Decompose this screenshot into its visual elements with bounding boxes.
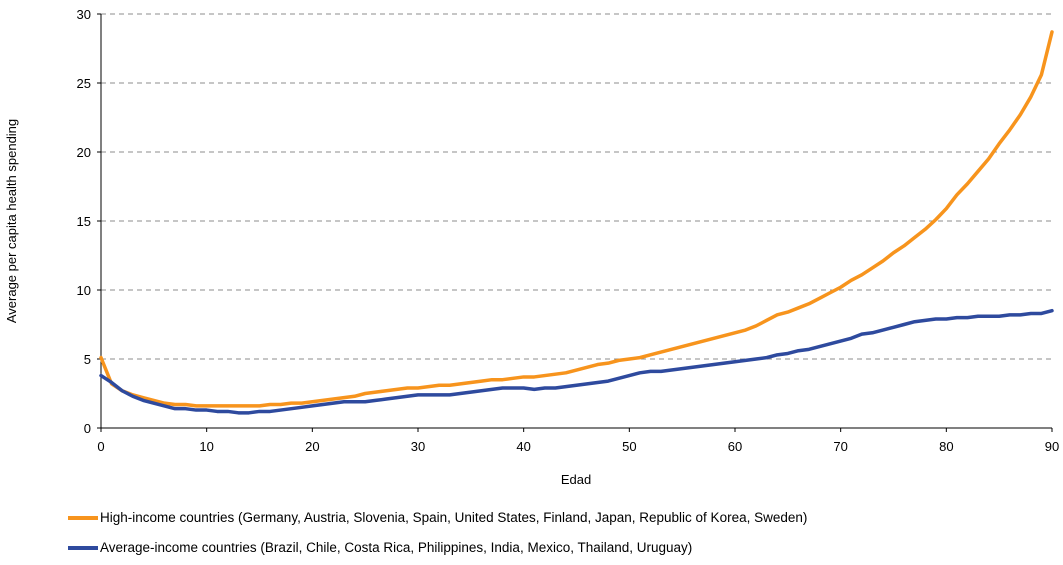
x-tick-label: 60 xyxy=(728,439,742,454)
y-tick-label: 5 xyxy=(84,352,91,367)
x-tick-label: 70 xyxy=(833,439,847,454)
legend-item-average-income: Average-income countries (Brazil, Chile,… xyxy=(68,540,692,555)
series-line-high-income xyxy=(99,30,1054,408)
x-tick-label: 90 xyxy=(1045,439,1059,454)
x-tick-labels: 0 10 20 30 40 50 60 70 80 90 xyxy=(97,428,1059,454)
axes xyxy=(100,14,1052,429)
x-tick-label: 40 xyxy=(516,439,530,454)
x-tick-label: 30 xyxy=(411,439,425,454)
y-axis-title: Average per capita health spending xyxy=(4,119,19,323)
legend-item-high-income: High-income countries (Germany, Austria,… xyxy=(68,510,807,525)
x-tick-label: 20 xyxy=(305,439,319,454)
y-tick-label: 10 xyxy=(77,283,91,298)
legend-swatch-high-income xyxy=(68,515,98,520)
x-axis-title: Edad xyxy=(561,472,591,487)
series-lines xyxy=(99,30,1054,415)
x-tick-label: 50 xyxy=(622,439,636,454)
y-tick-label: 15 xyxy=(77,214,91,229)
y-tick-label: 25 xyxy=(77,76,91,91)
x-tick-label: 80 xyxy=(939,439,953,454)
x-tick-label: 0 xyxy=(97,439,104,454)
y-tick-labels: 0 5 10 15 20 25 30 xyxy=(77,7,101,436)
series-line-average-income xyxy=(99,308,1054,415)
x-tick-label: 10 xyxy=(199,439,213,454)
legend-swatch-average-income xyxy=(68,545,98,550)
legend-label-high-income: High-income countries (Germany, Austria,… xyxy=(100,510,808,525)
y-tick-label: 0 xyxy=(84,421,91,436)
legend-label-average-income: Average-income countries (Brazil, Chile,… xyxy=(100,540,693,555)
gridlines xyxy=(101,13,1052,360)
y-tick-label: 20 xyxy=(77,145,91,160)
y-tick-label: 30 xyxy=(77,7,91,22)
